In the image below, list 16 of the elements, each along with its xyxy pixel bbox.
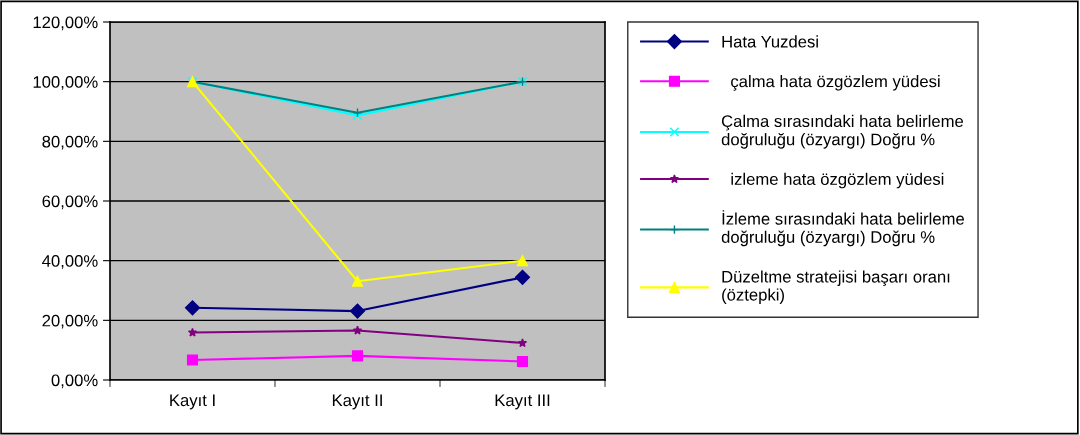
y-tick-label: 80,00% [42,135,98,150]
y-tick-label: 100,00% [33,76,98,90]
legend-label: İzleme sırasındaki hata belirleme doğruluğu (özyargı) Doğru % [721,210,964,247]
y-tick-label: 120,00% [33,16,98,31]
x-tick-label: Kayıt I [170,394,215,410]
y-tick-label: 20,00% [42,314,98,329]
legend-label: Düzeltme stratejisi başarı oranı (öztepki) [722,270,950,304]
legend-label: izleme hata özgözlem yüdesi [731,172,944,189]
y-tick-label: 40,00% [42,255,98,269]
x-tick-label: Kayıt III [495,394,550,410]
legend-label: Çalma sırasındaki hata belirleme doğruluğu (özyargı) Doğru % [721,114,964,149]
legend-label: çalma hata özgözlem yüdesi [731,75,940,91]
y-tick-label: 60,00% [42,195,98,210]
legend-label: Hata Yuzdesi [722,35,818,48]
y-tick-label: 0,00% [51,374,98,389]
x-tick-label: Kayıt II [332,394,382,410]
